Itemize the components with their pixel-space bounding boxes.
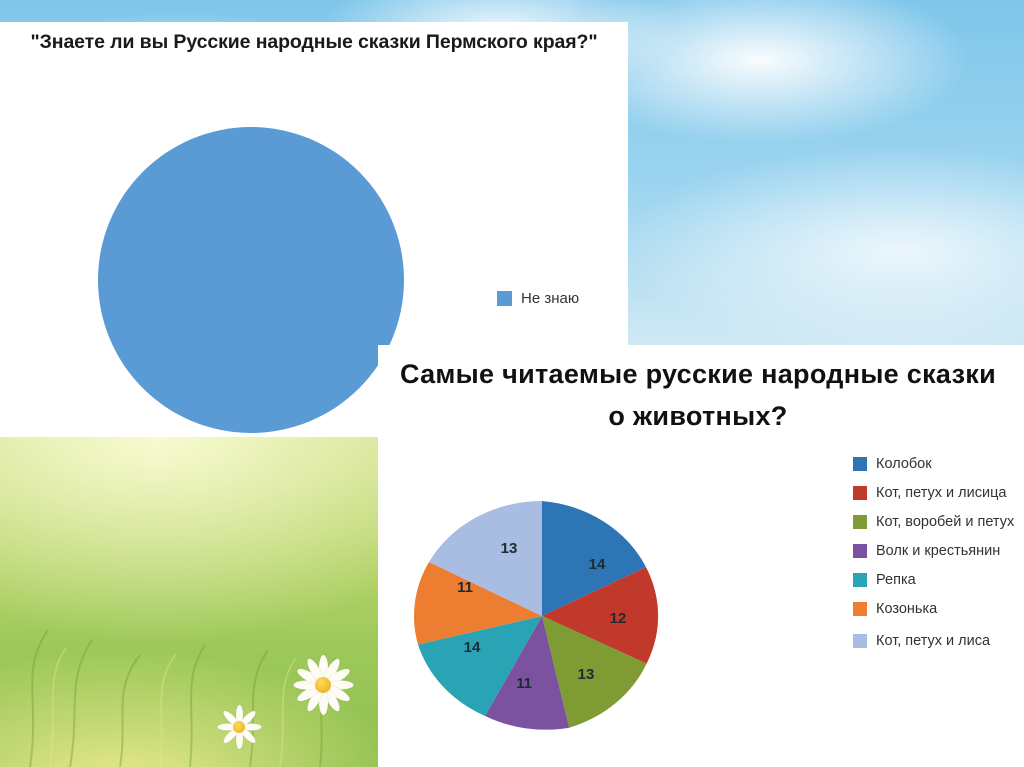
pie-slice-kot-vorobey-i-petuh <box>542 616 647 728</box>
pie-label-kot-petuh-i-lisa: 13 <box>501 540 518 557</box>
legend-swatch-repka <box>853 573 867 587</box>
pie-label-kolobok: 14 <box>589 556 606 573</box>
legend-item-kot-petuh-i-lisica: Кот, петух и лисица <box>853 484 1023 502</box>
pie-label-repka: 14 <box>464 639 481 656</box>
pie-slice-volk-i-krestyanin <box>485 616 570 730</box>
legend-item-kozonka: Козонька <box>853 600 1023 618</box>
bottom-chart-card: Самые читаемые русские народные сказки о… <box>378 345 1024 767</box>
bottom-chart-title: Самые читаемые русские народные сказки о… <box>399 359 997 431</box>
legend-label-ne-znayu: Не знаю <box>521 290 580 307</box>
legend-swatch-kolobok <box>853 457 867 471</box>
pie-label-kot-vorobey-i-petuh: 13 <box>578 666 595 683</box>
legend-swatch-volk-i-krestyanin <box>853 544 867 558</box>
top-chart-card: "Знаете ли вы Русские народные сказки Пе… <box>0 22 628 437</box>
legend-item-kot-vorobey-i-petuh: Кот, воробей и петух <box>853 513 1023 531</box>
pie-slice-kozonka <box>414 562 542 645</box>
legend-item-kot-petuh-i-lisa: Кот, петух и лиса <box>853 632 1023 650</box>
bottom-chart-legend: Колобок Кот, петух и лисица Кот, воробей… <box>853 455 1023 661</box>
legend-item-kolobok: Колобок <box>853 455 1023 473</box>
pie-label-volk-i-krestyanin: 11 <box>516 675 532 692</box>
top-pie-chart <box>98 127 404 433</box>
legend-swatch-kot-petuh-i-lisa <box>853 634 867 648</box>
pie-slice-repka <box>418 616 542 716</box>
legend-label-kolobok: Колобок <box>876 456 932 472</box>
pie-slice-kot-petuh-i-lisa <box>429 501 542 616</box>
pie-svg: 14 12 13 11 14 11 13 <box>414 501 659 730</box>
legend-item-volk-i-krestyanin: Волк и крестьянин <box>853 542 1023 560</box>
legend-label-kot-vorobey-i-petuh: Кот, воробей и петух <box>876 514 1015 530</box>
daisy-flower-small <box>212 700 266 754</box>
legend-label-kozonka: Козонька <box>876 601 938 617</box>
legend-label-kot-petuh-i-lisa: Кот, петух и лиса <box>876 633 991 649</box>
legend-item-repka: Репка <box>853 571 1023 589</box>
legend-swatch-kot-vorobey-i-petuh <box>853 515 867 529</box>
top-chart-title: "Знаете ли вы Русские народные сказки Пе… <box>30 31 598 53</box>
pie-label-kozonka: 11 <box>457 579 473 596</box>
daisy-flower <box>286 648 360 722</box>
legend-label-repka: Репка <box>876 572 916 588</box>
legend-label-kot-petuh-i-lisica: Кот, петух и лисица <box>876 485 1007 501</box>
legend-swatch-kozonka <box>853 602 867 616</box>
legend-swatch-ne-znayu <box>497 291 512 306</box>
pie-slice-kot-petuh-i-lisica <box>542 567 659 664</box>
pie-slice-kolobok <box>542 501 646 616</box>
legend-swatch-kot-petuh-i-lisica <box>853 486 867 500</box>
top-chart-legend: Не знаю <box>497 290 579 307</box>
pie-label-kot-petuh-i-lisica: 12 <box>610 610 627 627</box>
legend-label-volk-i-krestyanin: Волк и крестьянин <box>876 543 1001 559</box>
bottom-pie-chart: 14 12 13 11 14 11 13 <box>396 485 688 747</box>
